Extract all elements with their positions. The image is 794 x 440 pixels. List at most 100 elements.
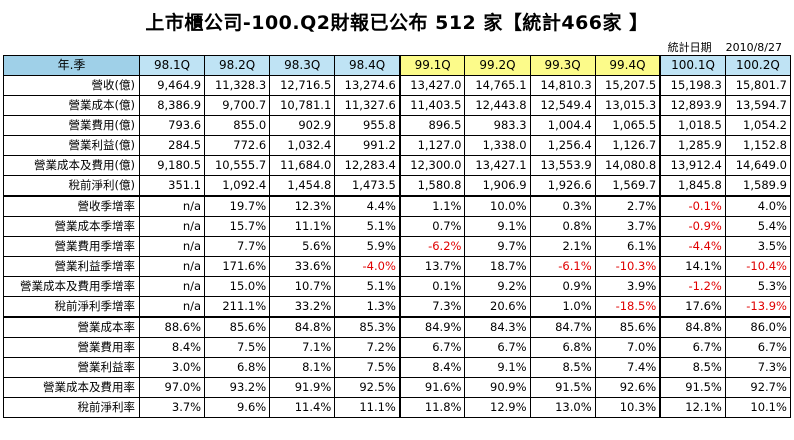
table-cell: 11,327.6	[334, 95, 401, 116]
table-row: 營業利益季增率 n/a 171.6% 33.6% -4.0% 13.7% 18.7% -6.1…	[3, 256, 791, 277]
table-cell: 17.6%	[659, 296, 726, 318]
table-cell: 97.0%	[138, 377, 206, 398]
table-cell: 91.9%	[269, 377, 336, 398]
table-cell: 3.7%	[594, 216, 661, 237]
table-cell: 0.1%	[398, 276, 466, 297]
table-cell: 10.7%	[269, 276, 336, 297]
table-cell: 793.6	[138, 115, 206, 136]
table-cell: 12,283.4	[334, 155, 401, 176]
table-cell: 19.7%	[204, 195, 271, 217]
table-cell: 12.1%	[659, 397, 726, 418]
row-label: 稅前淨利(億)	[3, 175, 140, 197]
table-cell: 3.0%	[138, 357, 206, 378]
table-cell: 7.1%	[269, 337, 336, 358]
table-cell: 211.1%	[204, 296, 271, 318]
table-cell: 13,912.4	[659, 155, 726, 176]
table-cell: 10,781.1	[269, 95, 336, 116]
table-cell: -18.5%	[594, 296, 661, 318]
table-cell: 9.1%	[464, 216, 531, 237]
table-cell: n/a	[138, 236, 206, 257]
table-cell: -0.1%	[659, 195, 726, 217]
table-cell: 772.6	[204, 135, 271, 156]
table-cell: 3.7%	[138, 397, 206, 418]
table-cell: 18.7%	[464, 256, 531, 277]
table-cell: 14,080.8	[594, 155, 661, 176]
table-cell: 9.2%	[464, 276, 531, 297]
table-cell: 84.8%	[269, 316, 336, 338]
table-cell: n/a	[138, 216, 206, 237]
quarter-header: 98.1Q	[138, 55, 206, 76]
table-cell: 2.1%	[529, 236, 596, 257]
table-cell: 13,553.9	[529, 155, 596, 176]
table-cell: 1,338.0	[464, 135, 531, 156]
table-cell: 1,004.4	[529, 115, 596, 136]
table-cell: -1.2%	[659, 276, 726, 297]
table-cell: 8,386.9	[138, 95, 206, 116]
table-cell: 13,274.6	[334, 75, 401, 96]
table-cell: 13,427.0	[398, 75, 466, 96]
table-row: 營業利益率 3.0% 6.8% 8.1% 7.5% 8.4% 9.1% 8.5% 7.4% 8.5…	[3, 357, 791, 378]
table-cell: 6.8%	[204, 357, 271, 378]
table-cell: 9,700.7	[204, 95, 271, 116]
table-cell: 855.0	[204, 115, 271, 136]
table-cell: 6.7%	[724, 337, 791, 358]
row-label: 營業利益率	[3, 357, 140, 378]
row-label: 營業成本及費用(億)	[3, 155, 140, 176]
page-title: 上市櫃公司-100.Q2財報已公布 512 家【統計466家 】	[145, 12, 649, 34]
table-cell: 14,649.0	[724, 155, 791, 176]
table-cell: 1,126.7	[594, 135, 661, 156]
table-cell: 284.5	[138, 135, 206, 156]
table-cell: 10.1%	[724, 397, 791, 418]
stat-date: 統計日期 2010/8/27	[654, 39, 782, 55]
table-cell: 0.8%	[529, 216, 596, 237]
table-cell: 7.2%	[334, 337, 401, 358]
table-cell: 90.9%	[464, 377, 531, 398]
table-cell: 1.0%	[529, 296, 596, 318]
table-cell: 91.6%	[398, 377, 466, 398]
table-row: 營業利益(億) 284.5 772.6 1,032.4 991.2 1,127.0 1,33…	[3, 135, 791, 156]
quarter-header: 99.4Q	[594, 55, 661, 76]
table-cell: 2.7%	[594, 195, 661, 217]
table-cell: -6.2%	[398, 236, 466, 257]
stat-date-label: 統計日期	[667, 41, 712, 54]
table-row: 營收(億) 9,464.9 11,328.3 12,716.5 13,274.6 13,4…	[3, 75, 791, 96]
table-cell: 0.9%	[529, 276, 596, 297]
table-cell: 3.9%	[594, 276, 661, 297]
table-cell: 13.0%	[529, 397, 596, 418]
table-cell: -4.0%	[334, 256, 401, 277]
table-cell: 1,032.4	[269, 135, 336, 156]
table-cell: 1,065.5	[594, 115, 661, 136]
table-cell: 15,207.5	[594, 75, 661, 96]
table-cell: 11,684.0	[269, 155, 336, 176]
table-cell: 11,403.5	[398, 95, 466, 116]
table-cell: 12,893.9	[659, 95, 726, 116]
table-cell: 85.6%	[594, 316, 661, 338]
table-cell: 991.2	[334, 135, 401, 156]
table-cell: 15,801.7	[724, 75, 791, 96]
table-cell: 10.0%	[464, 195, 531, 217]
table-cell: -4.4%	[659, 236, 726, 257]
table-cell: 4.4%	[334, 195, 401, 217]
table-cell: 13,594.7	[724, 95, 791, 116]
table-cell: -0.9%	[659, 216, 726, 237]
table-cell: 10,555.7	[204, 155, 271, 176]
row-label: 營業利益(億)	[3, 135, 140, 156]
table-cell: 983.3	[464, 115, 531, 136]
table-cell: 0.7%	[398, 216, 466, 237]
table-cell: 92.7%	[724, 377, 791, 398]
table-row: 營業成本率 88.6% 85.6% 84.8% 85.3% 84.9% 84.3% 84.7%…	[3, 316, 791, 338]
table-cell: 91.5%	[659, 377, 726, 398]
table-cell: 92.5%	[334, 377, 401, 398]
table-cell: 15.7%	[204, 216, 271, 237]
table-cell: 84.8%	[659, 316, 726, 338]
quarter-header: 98.4Q	[334, 55, 401, 76]
table-cell: 12.9%	[464, 397, 531, 418]
table-cell: 20.6%	[464, 296, 531, 318]
table-cell: 3.5%	[724, 236, 791, 257]
table-cell: 7.5%	[204, 337, 271, 358]
row-label: 營業費用率	[3, 337, 140, 358]
table-cell: 1,285.9	[659, 135, 726, 156]
header-row: 年.季 98.1Q 98.2Q 98.3Q 98.4Q 99.1Q 99.2Q 99.3Q 9…	[3, 55, 791, 76]
table-cell: 1,906.9	[464, 175, 531, 197]
table-cell: 33.6%	[269, 256, 336, 277]
